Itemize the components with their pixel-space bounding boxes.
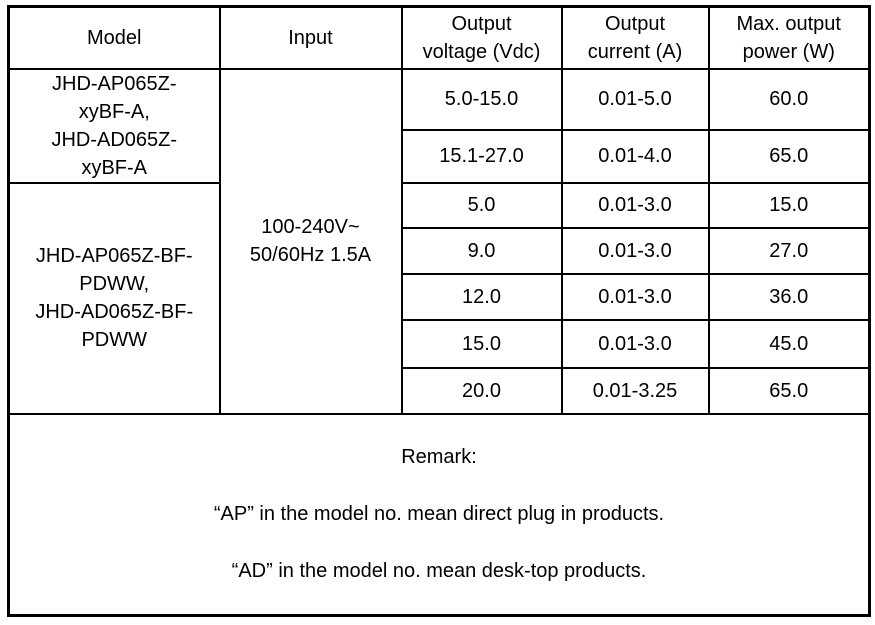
cell-r3-power: 15.0 <box>707 181 871 229</box>
cell-r4-current: 0.01-3.0 <box>560 226 710 275</box>
table-row: JHD-AP065Z-BF- PDWW, JHD-AD065Z-BF- PDWW… <box>7 181 871 415</box>
cell-r7-voltage: 20.0 <box>400 366 563 415</box>
cell-r1-current: 0.01-5.0 <box>560 67 710 132</box>
cell-r6-power: 45.0 <box>707 318 871 369</box>
input-cell: 100-240V~ 50/60Hz 1.5A <box>218 67 403 415</box>
cell-r2-voltage: 15.1-27.0 <box>400 129 563 184</box>
header-row: Model Input Output voltage (Vdc) Output … <box>7 5 871 70</box>
cell-r5-current: 0.01-3.0 <box>560 272 710 321</box>
remark-title: Remark: <box>401 445 477 468</box>
table-row: 15.0 0.01-3.0 45.0 <box>9 318 871 369</box>
table-row: 20.0 0.01-3.25 65.0 <box>9 366 871 415</box>
cell-r6-voltage: 15.0 <box>400 318 563 369</box>
cell-r1-power: 60.0 <box>707 67 871 132</box>
cell-r2-power: 65.0 <box>707 129 871 184</box>
model-group-1-cell: JHD-AP065Z- xyBF-A, JHD-AD065Z- xyBF-A <box>7 67 221 184</box>
header-model: Model <box>7 5 221 70</box>
cell-r5-voltage: 12.0 <box>400 272 563 321</box>
model-group-2-cell: JHD-AP065Z-BF- PDWW, JHD-AD065Z-BF- PDWW <box>7 181 221 415</box>
cell-r7-current: 0.01-3.25 <box>560 366 710 415</box>
cell-r2-current: 0.01-4.0 <box>560 129 710 184</box>
header-input: Input <box>218 5 403 70</box>
cell-r5-power: 36.0 <box>707 272 871 321</box>
header-max-output-power: Max. output power (W) <box>707 5 871 70</box>
header-output-current: Output current (A) <box>560 5 710 70</box>
spec-table: Model Input Output voltage (Vdc) Output … <box>7 5 871 617</box>
cell-r4-voltage: 9.0 <box>400 226 563 275</box>
header-output-voltage: Output voltage (Vdc) <box>400 5 563 70</box>
cell-r4-power: 27.0 <box>707 226 871 275</box>
table-row: JHD-AP065Z- xyBF-A, JHD-AD065Z- xyBF-A 1… <box>7 67 871 415</box>
remark-line-2: “AD” in the model no. mean desk-top prod… <box>231 559 647 582</box>
cell-r6-current: 0.01-3.0 <box>560 318 710 369</box>
remark-line-1: “AP” in the model no. mean direct plug i… <box>213 502 665 525</box>
table-row: 12.0 0.01-3.0 36.0 <box>9 272 871 321</box>
cell-r1-voltage: 5.0-15.0 <box>400 67 563 132</box>
table-row: 15.1-27.0 0.01-4.0 65.0 <box>9 129 871 184</box>
cell-r7-power: 65.0 <box>707 366 871 415</box>
cell-r3-voltage: 5.0 <box>400 181 563 229</box>
remark-row: Remark: “AP” in the model no. mean direc… <box>7 412 871 616</box>
remark-cell: Remark: “AP” in the model no. mean direc… <box>7 412 871 616</box>
cell-r3-current: 0.01-3.0 <box>560 181 710 229</box>
table-row: 9.0 0.01-3.0 27.0 <box>9 226 871 275</box>
